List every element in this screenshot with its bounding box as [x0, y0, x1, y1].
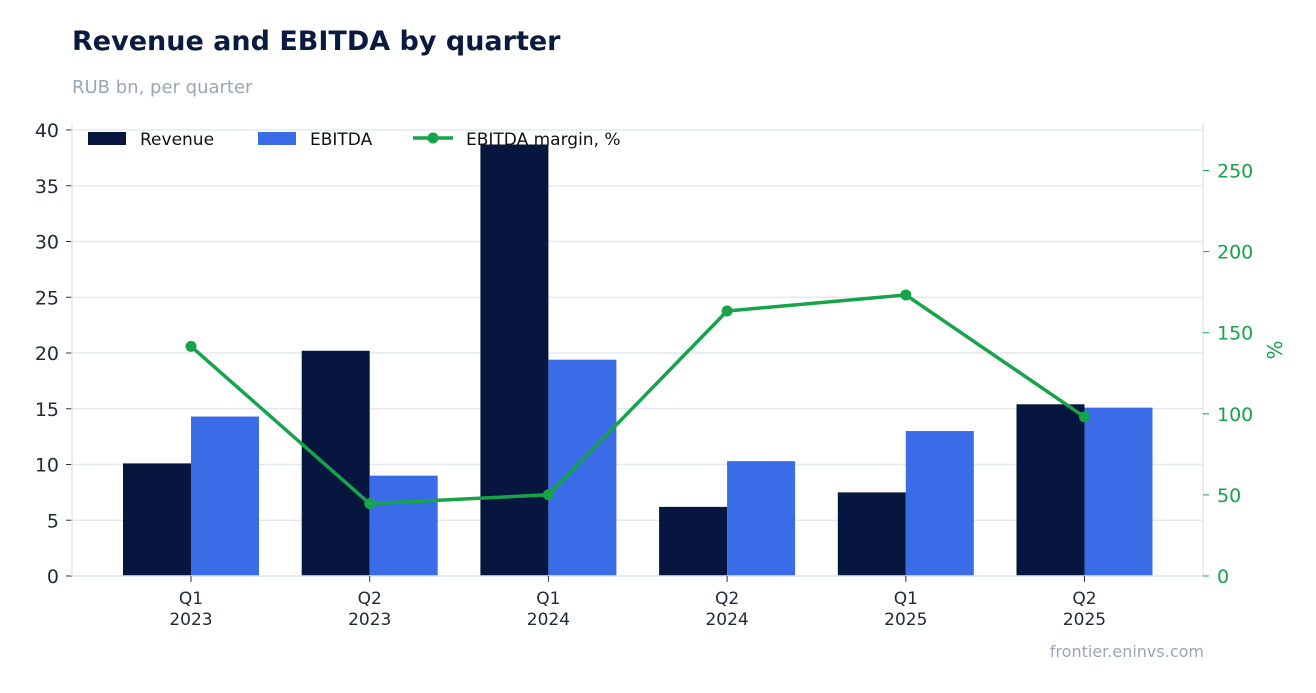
margin-point	[364, 498, 376, 510]
margin-point	[542, 489, 554, 501]
bar-revenue	[837, 492, 906, 576]
y-tick-label-left: 15	[35, 399, 59, 421]
x-tick-label-quarter: Q2	[358, 589, 382, 609]
x-tick-label-year: 2025	[1063, 610, 1106, 630]
y-tick-label-left: 20	[35, 343, 59, 365]
bar-revenue	[123, 463, 191, 576]
margin-point	[1079, 411, 1090, 423]
bar-revenue	[301, 350, 370, 576]
y-tick-label-left: 25	[35, 287, 59, 309]
x-tick-label-year: 2024	[705, 610, 748, 630]
y-tick-label-left: 30	[35, 232, 59, 254]
x-tick-label-quarter: Q1	[536, 589, 560, 609]
y-tick-label-right: 150	[1217, 323, 1253, 345]
chart-subtitle: RUB bn, per quarter	[72, 77, 253, 98]
bar-ebitda	[548, 359, 617, 576]
x-tick-label-quarter: Q2	[1072, 589, 1096, 609]
legend-swatch-margin-point	[427, 132, 439, 144]
legend-label-ebitda: EBITDA	[310, 130, 373, 150]
x-tick-label-year: 2025	[884, 610, 927, 630]
bar-ebitda	[905, 431, 974, 576]
x-tick-label-year: 2024	[527, 610, 570, 630]
x-tick-label-year: 2023	[169, 610, 212, 630]
margin-point	[185, 340, 197, 352]
y-tick-label-left: 40	[35, 120, 59, 142]
y-tick-label-right: 100	[1217, 404, 1253, 426]
x-tick-label-year: 2023	[348, 610, 391, 630]
bar-ebitda	[369, 475, 438, 576]
legend-swatch-ebitda	[258, 132, 296, 145]
bar-revenue	[480, 144, 549, 576]
chart-title: Revenue and EBITDA by quarter	[72, 26, 561, 57]
margin-line-path	[189, 293, 1086, 506]
x-tick-label-quarter: Q2	[715, 589, 739, 609]
x-tick-label-quarter: Q1	[894, 589, 918, 609]
margin-line	[185, 289, 1090, 510]
y-tick-label-right: 0	[1217, 566, 1229, 588]
margin-point	[900, 289, 912, 301]
bar-ebitda	[191, 416, 259, 576]
bar-ebitda	[727, 461, 796, 576]
margin-point	[721, 305, 733, 317]
legend-label-revenue: Revenue	[140, 130, 214, 150]
bar-revenue	[659, 506, 728, 576]
legend: Revenue EBITDA EBITDA margin, %	[88, 130, 621, 150]
legend-label-margin: EBITDA margin, %	[466, 130, 621, 150]
bars	[123, 144, 1153, 576]
y-tick-label-right: 200	[1217, 242, 1253, 264]
y-tick-label-right: 50	[1217, 485, 1241, 507]
source-note: frontier.eninvs.com	[1049, 642, 1204, 661]
bar-ebitda	[1084, 407, 1153, 576]
axes: 0510152025303540050100150200250%Q12023Q2…	[35, 120, 1287, 630]
legend-swatch-revenue	[88, 132, 126, 145]
y-tick-label-left: 5	[47, 510, 59, 532]
y-tick-label-right: 250	[1217, 161, 1253, 183]
y-tick-label-left: 10	[35, 455, 59, 477]
y-tick-label-left: 0	[47, 566, 59, 588]
x-tick-label-quarter: Q1	[179, 589, 203, 609]
bar-revenue	[1016, 404, 1085, 576]
y-axis-label-right: %	[1263, 340, 1287, 359]
y-tick-label-left: 35	[35, 176, 59, 198]
